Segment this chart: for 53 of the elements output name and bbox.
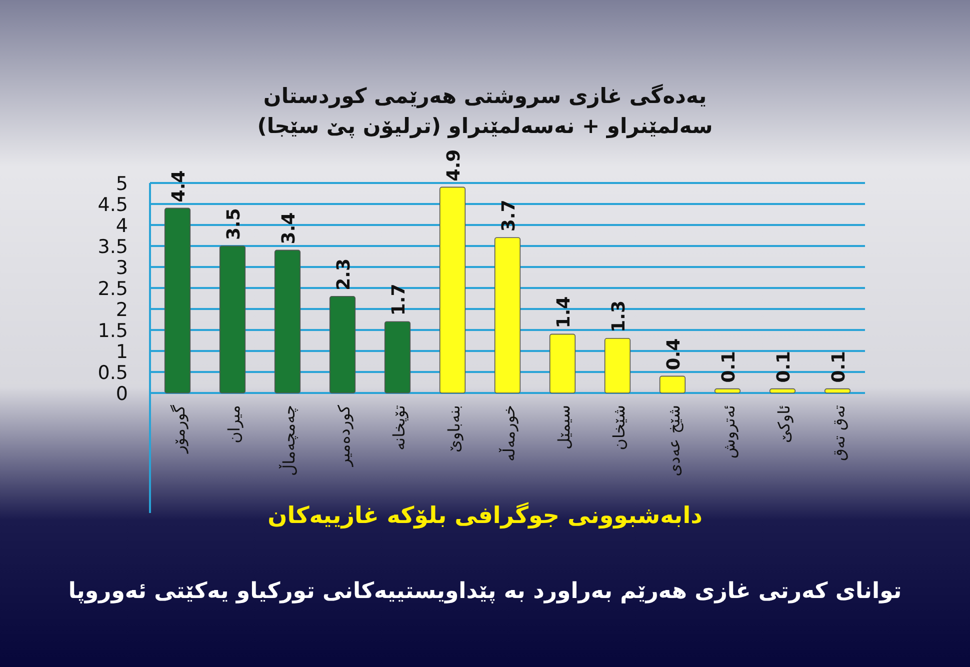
y-tick-label: 5: [116, 173, 128, 195]
bar: [549, 334, 576, 394]
data-label: 0.1: [828, 350, 850, 383]
data-label: 3.7: [498, 200, 520, 232]
y-tick-label: 4: [116, 215, 128, 237]
y-tick-label: 0: [116, 383, 128, 405]
x-tick-label: تۆپخانە: [390, 405, 408, 450]
bar: [494, 237, 521, 394]
data-label: 1.4: [554, 296, 574, 328]
bar: [439, 186, 466, 394]
bar: [164, 208, 191, 394]
y-tick-label: 3: [116, 257, 128, 279]
x-tick-label: کوردەمیر: [334, 404, 354, 468]
annotations: دابەشبوونی جوگرافی بلۆکە غازییەکان توانای کەرتی غازی هەرێم بەراورد بە پێداویستییەکانی تورکیاو یەکێتی ئەوروپا: [68, 503, 902, 604]
chart-subtitle: سەلمێنراو + نەسەلمێنراو (ترلیۆن پێ سێجا): [257, 114, 713, 139]
data-label: 0.1: [718, 350, 740, 383]
x-tick-label: میران: [224, 405, 244, 444]
bar: [329, 296, 356, 394]
data-label: 1.3: [608, 300, 630, 332]
data-label: 1.7: [388, 284, 410, 316]
x-tick-label: شێخان: [610, 405, 628, 450]
y-tick-label: 4.5: [98, 194, 128, 216]
bar: [604, 338, 631, 394]
y-tick-label: 1.5: [98, 320, 128, 342]
bar: [274, 250, 301, 394]
x-tick-label: شێخ عەدی: [664, 405, 684, 476]
data-label: 0.1: [774, 350, 794, 383]
x-tick-label: تەق تەق: [830, 405, 848, 461]
data-label: 0.4: [664, 338, 684, 370]
bar: [659, 376, 686, 394]
data-label: 2.3: [334, 258, 354, 290]
y-tick-label: 2.5: [98, 278, 128, 300]
bar: [384, 321, 411, 394]
data-label: 4.9: [444, 149, 464, 182]
data-label: 3.5: [224, 208, 244, 240]
chart-title: یەدەگی غازی سروشتی هەرێمی کوردستان: [263, 83, 707, 109]
y-tick-label: 0.5: [98, 362, 128, 384]
bar: [824, 388, 851, 394]
bar: [769, 388, 796, 394]
y-tick-label: 2: [116, 299, 128, 321]
bar: [714, 388, 741, 394]
bar: [219, 246, 246, 394]
x-tick-label: گورمۆر: [170, 404, 188, 454]
data-label: 3.4: [278, 212, 300, 244]
y-tick-label: 1: [116, 341, 128, 363]
x-tick-label: چەمچەماڵ: [278, 405, 298, 476]
x-tick-label: ئەتروش: [720, 405, 738, 459]
x-tick-label: خورمەڵە: [498, 405, 518, 462]
y-tick-label: 3.5: [98, 236, 128, 258]
x-tick-label: ئاوکێ: [774, 405, 794, 444]
data-label: 4.4: [168, 170, 190, 202]
x-tick-label: سیمێل: [554, 405, 574, 450]
x-tick-label: بنەباوێ: [444, 405, 464, 452]
